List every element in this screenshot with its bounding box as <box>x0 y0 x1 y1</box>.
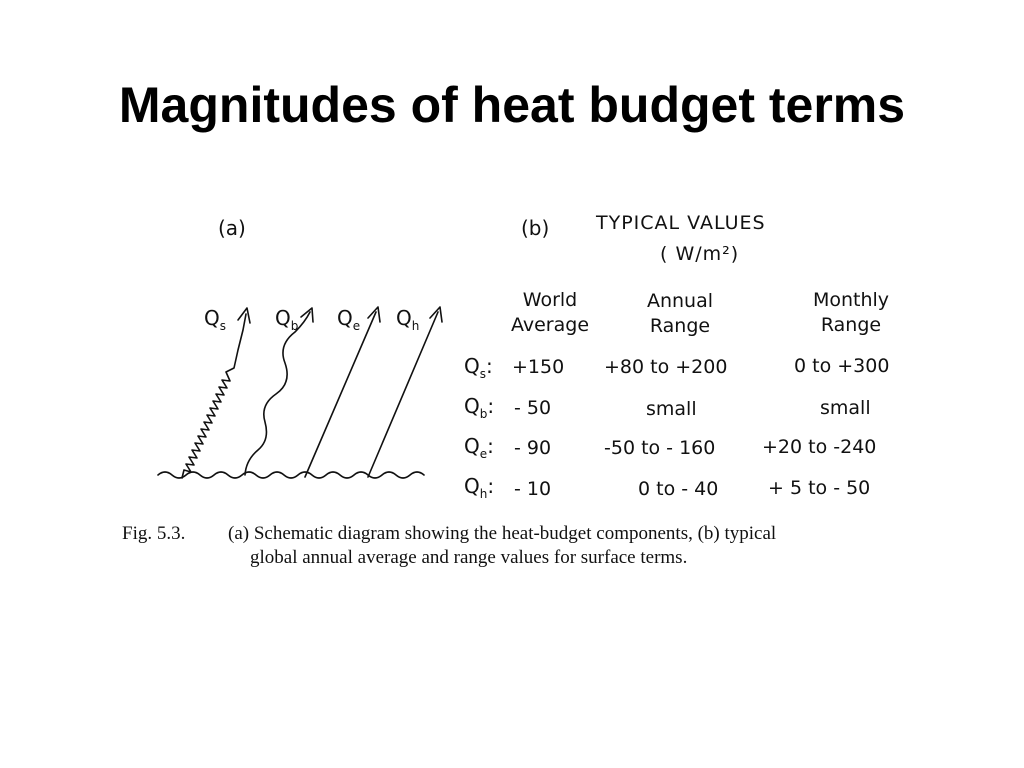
column-header-line: Monthly <box>812 289 890 311</box>
typical-values-heading: TYPICAL VALUES <box>596 212 766 234</box>
arrow-label-qs: Qs <box>204 306 226 333</box>
column-header-line: World <box>522 289 578 311</box>
arrow-symbol: Q <box>396 306 412 330</box>
cell-qh-world-average: - 10 <box>514 478 552 500</box>
qs-arrowhead <box>237 307 251 324</box>
qb-arrowhead <box>300 307 314 323</box>
cell-qe-annual-range: -50 to - 160 <box>604 437 716 459</box>
cell-qh-annual-range: 0 to - 40 <box>638 478 719 500</box>
qb-arrow <box>244 311 311 476</box>
arrow-subscript: b <box>290 319 299 333</box>
qs-arrow <box>181 313 247 479</box>
row-symbol-qh: Qh: <box>464 474 494 501</box>
arrow-label-qh: Qh <box>396 306 419 333</box>
cell-qe-monthly-range: +20 to -240 <box>762 436 877 458</box>
sea-surface-line <box>157 471 425 479</box>
column-header-line: Annual <box>646 290 714 312</box>
row-symbol: Q <box>464 474 480 498</box>
column-header-line: Range <box>820 314 882 336</box>
row-colon: : <box>487 394 495 418</box>
cell-qb-world-average: - 50 <box>514 397 552 419</box>
cell-qb-monthly-range: small <box>820 397 871 419</box>
arrow-label-qe: Qe <box>337 306 360 333</box>
cell-qs-monthly-range: 0 to +300 <box>794 355 890 377</box>
row-symbol-qe: Qe: <box>464 434 494 461</box>
cell-qb-annual-range: small <box>646 398 697 420</box>
row-subscript: h <box>479 487 488 501</box>
arrow-subscript: e <box>352 319 361 333</box>
row-colon: : <box>487 434 494 458</box>
row-colon: : <box>486 354 493 378</box>
arrow-symbol: Q <box>204 306 220 330</box>
arrow-subscript: s <box>219 319 227 333</box>
column-header-annual-range: Annual Range <box>630 289 730 339</box>
row-subscript: e <box>479 447 488 461</box>
units-label: ( W/m²) <box>660 243 740 265</box>
row-symbol: Q <box>464 354 480 378</box>
arrow-symbol: Q <box>337 306 353 330</box>
caption-line-2: global annual average and range values f… <box>250 547 688 568</box>
heat-budget-schematic <box>157 306 443 479</box>
arrow-symbol: Q <box>275 306 291 330</box>
qe-arrowhead <box>367 306 381 323</box>
column-header-world-average: World Average <box>500 288 600 338</box>
panel-b-label: (b) <box>521 216 550 240</box>
cell-qs-annual-range: +80 to +200 <box>604 356 728 378</box>
cell-qh-monthly-range: + 5 to - 50 <box>768 477 871 499</box>
row-subscript: b <box>479 407 488 421</box>
arrow-subscript: h <box>411 319 420 333</box>
figure-caption: Fig. 5.3. (a) Schematic diagram showing t… <box>122 522 952 570</box>
row-colon: : <box>487 474 495 498</box>
figure-number: Fig. 5.3. <box>122 523 186 544</box>
row-symbol-qb: Qb: <box>464 394 494 421</box>
cell-qs-world-average: +150 <box>512 356 565 378</box>
column-header-line: Average <box>510 314 590 336</box>
column-header-monthly-range: Monthly Range <box>796 288 906 338</box>
column-header-line: Range <box>649 315 711 337</box>
caption-line-1: (a) Schematic diagram showing the heat-b… <box>228 523 777 544</box>
arrow-label-qb: Qb <box>275 306 298 333</box>
row-symbol-qs: Qs: <box>464 354 493 381</box>
row-symbol: Q <box>464 434 480 458</box>
cell-qe-world-average: - 90 <box>514 437 552 459</box>
qh-arrowhead <box>429 306 443 323</box>
slide-title: Magnitudes of heat budget terms <box>118 77 906 133</box>
row-subscript: s <box>479 367 487 381</box>
row-symbol: Q <box>464 394 480 418</box>
qe-arrow <box>304 311 377 478</box>
qh-arrow <box>367 311 439 478</box>
panel-a-label: (a) <box>218 216 246 240</box>
